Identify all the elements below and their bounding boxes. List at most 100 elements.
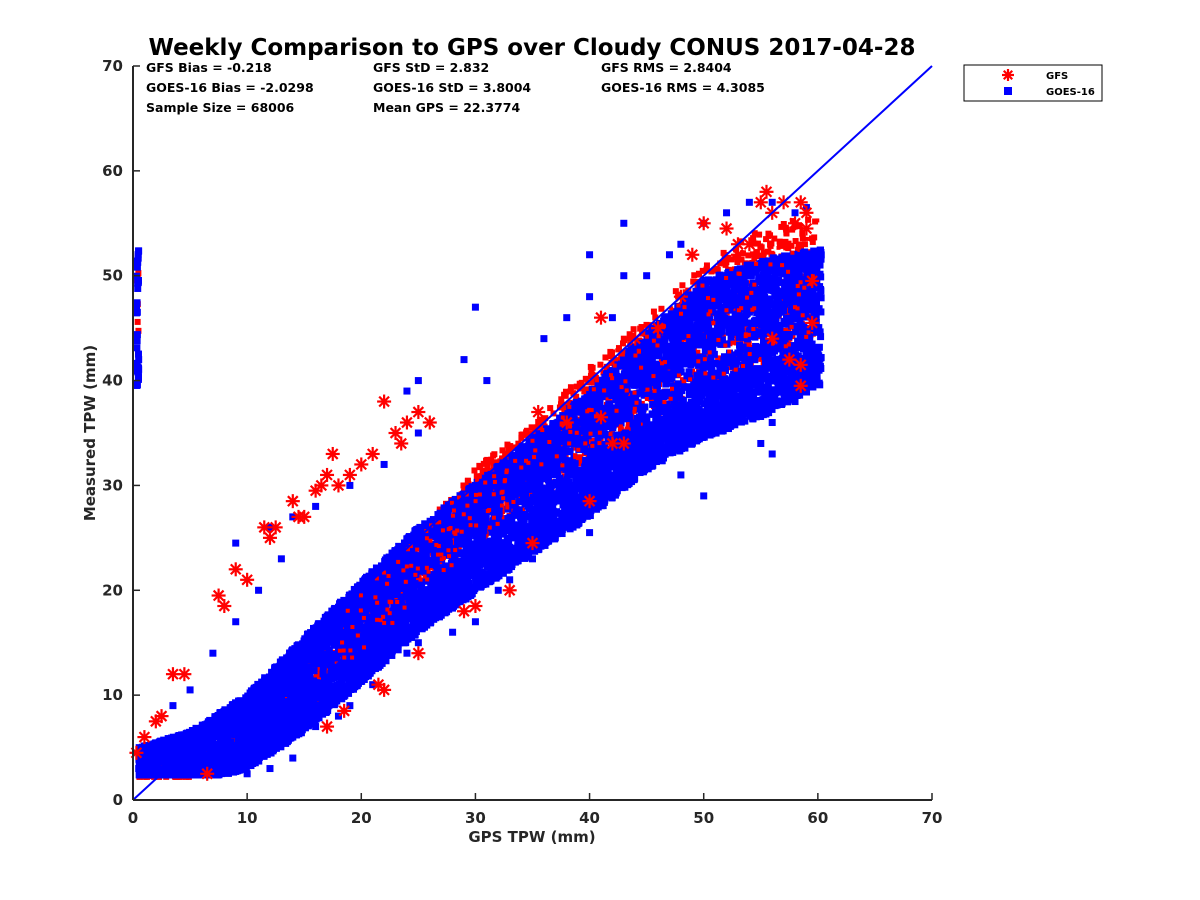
goes-cloud-point [664, 392, 672, 400]
gfs-cloud-point [780, 221, 787, 228]
gfs-cloud-point [789, 226, 796, 233]
gfs-cloud-point [608, 359, 615, 366]
goes-cloud-point [794, 251, 802, 259]
goes-cloud-point [718, 336, 726, 344]
gfs-cloud-point [484, 463, 491, 470]
gfs-cloud-point [721, 255, 728, 262]
gfs-cloud-point [571, 444, 578, 451]
gfs-cloud-point [809, 238, 816, 245]
gfs-cloud-point [573, 393, 580, 400]
gfs-cloud-point [785, 240, 792, 247]
goes-cloud-point [797, 265, 805, 273]
goes-cloud-point [663, 388, 671, 396]
goes-cloud-point [293, 692, 301, 700]
gfs-cloud-point [758, 355, 765, 362]
gfs-cloud-point [672, 288, 679, 295]
gfs-cloud-point [699, 267, 706, 274]
goes-cloud-point [816, 270, 824, 278]
gfs-cloud-point [739, 250, 746, 257]
goes-cloud-point [678, 387, 686, 395]
goes-cloud-point [285, 683, 293, 691]
gfs-cloud-point [504, 501, 511, 508]
gfs-cloud-point [464, 478, 471, 485]
gfs-cloud-point [479, 467, 486, 474]
gfs-cloud-point [745, 252, 752, 259]
gfs-cloud-point [696, 271, 703, 278]
gfs-cloud-point [750, 235, 757, 242]
goes-cloud-point [327, 658, 335, 666]
goes-cloud-point [349, 647, 357, 655]
gfs-cloud-point [758, 244, 765, 251]
goes-cloud-point [739, 267, 747, 275]
gfs-cloud-point [658, 305, 665, 312]
gfs-cloud-point [547, 405, 554, 412]
gfs-cloud-point [558, 396, 565, 403]
gfs-cloud-point [797, 246, 804, 253]
gfs-cloud-point [650, 308, 657, 315]
gfs-cloud-point [134, 318, 141, 325]
gfs-cloud-point [607, 348, 614, 355]
goes-cloud-point [531, 547, 539, 555]
gfs-cloud-point [765, 230, 772, 237]
gfs-cloud-point [602, 354, 609, 361]
goes-cloud-point [771, 321, 779, 329]
goes-cloud-point [759, 336, 767, 344]
gfs-cloud-point [796, 223, 803, 230]
goes-cloud-point [764, 381, 772, 389]
gfs-cloud-point [617, 426, 624, 433]
goes-cloud-point [338, 650, 346, 658]
goes-cloud-point [133, 299, 141, 307]
gfs-cloud-point [809, 330, 816, 337]
goes-cloud-point [510, 511, 518, 519]
goes-cloud-point [598, 393, 606, 401]
goes-cloud-point [751, 351, 759, 359]
gfs-cloud-point [799, 235, 806, 242]
gfs-cloud-point [750, 251, 757, 258]
goes-cloud-point [603, 421, 611, 429]
gfs-cloud-point [794, 246, 801, 253]
gfs-cloud-point [582, 375, 589, 382]
gfs-cloud-point [691, 272, 698, 279]
gfs-cloud-point [776, 240, 783, 247]
gfs-cloud-point [621, 337, 628, 344]
gfs-cloud-point [652, 314, 659, 321]
gfs-cloud-point [767, 241, 774, 248]
gfs-cloud-point [518, 434, 525, 441]
chart-title: Weekly Comparison to GPS over Cloudy CON… [149, 35, 916, 61]
gfs-cloud-point [393, 595, 400, 602]
goes-cloud-point [422, 556, 430, 564]
goes-cloud-point [679, 341, 687, 349]
goes-cloud-point [794, 344, 802, 352]
goes-cloud-point [454, 550, 462, 558]
gfs-cloud-point [567, 388, 574, 395]
gfs-cloud-point [486, 457, 493, 464]
gfs-cloud-point [757, 253, 764, 260]
gfs-cloud-point [720, 249, 727, 256]
gfs-cloud-point [690, 278, 697, 285]
gfs-cloud-point [515, 440, 522, 447]
gfs-cloud-point [562, 388, 569, 395]
gfs-cloud-point [135, 327, 142, 334]
goes-cloud-point [301, 677, 309, 685]
gfs-cloud-point [783, 230, 790, 237]
gfs-cloud-point [528, 424, 535, 431]
gfs-cloud-point [751, 230, 758, 237]
gfs-cloud-point [624, 426, 631, 433]
goes-cloud-point [597, 425, 605, 433]
gfs-cloud-point [680, 377, 687, 384]
gfs-cloud-point [502, 450, 509, 457]
goes-cloud-point [664, 356, 672, 364]
gfs-cloud-point [630, 326, 637, 333]
gfs-cloud-point [573, 383, 580, 390]
goes-cloud-point [521, 465, 529, 473]
gfs-cloud-point [562, 392, 569, 399]
gfs-cloud-point [576, 380, 583, 387]
goes-cloud-point [769, 369, 777, 377]
gfs-cloud-point [784, 309, 791, 316]
gfs-cloud-point [523, 427, 530, 434]
goes-cloud-point [626, 412, 634, 420]
goes-cloud-point [771, 328, 779, 336]
gfs-cloud-point [536, 416, 543, 423]
goes-cloud-point [751, 328, 759, 336]
gfs-cloud-point [603, 363, 610, 370]
